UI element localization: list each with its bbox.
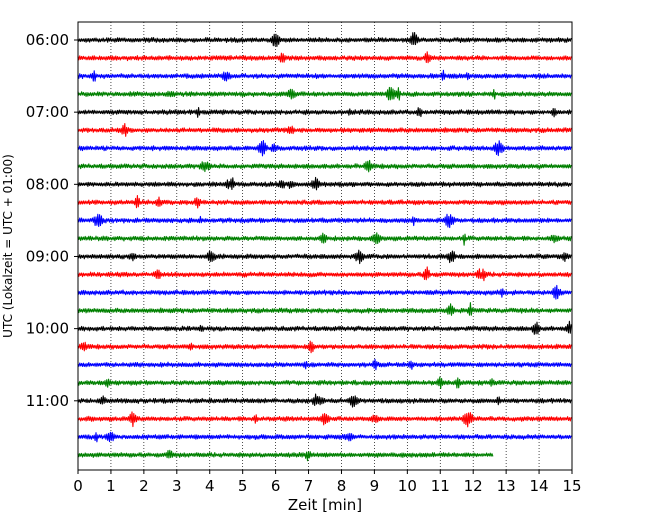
seismic-trace	[77, 159, 572, 173]
y-tick-label: 06:00	[26, 31, 69, 49]
seismic-trace	[77, 86, 572, 101]
seismic-trace	[77, 195, 572, 209]
x-tick-label: 1	[106, 477, 116, 495]
seismic-trace	[77, 320, 572, 335]
seismic-trace	[77, 213, 572, 229]
y-tick-label: 08:00	[26, 175, 69, 193]
x-axis-ticks: 0 1 2 3 4 5 6 7 8 9 10 11 12 13 14 15	[73, 470, 582, 495]
plot-frame	[77, 21, 573, 471]
y-axis-ticks: 06:00 07:00 08:00 09:00 10:00 11:00	[26, 31, 78, 410]
x-tick-label: 15	[562, 477, 581, 495]
y-tick-label: 10:00	[26, 320, 69, 338]
x-tick-label: 8	[337, 477, 347, 495]
seismic-trace	[77, 431, 572, 443]
seismic-trace	[77, 411, 572, 428]
seismic-trace	[77, 176, 572, 191]
seismic-trace	[77, 376, 572, 390]
y-axis-title: UTC (Lokalzeit = UTC + 01:00)	[1, 154, 15, 338]
seismic-traces	[77, 31, 572, 462]
y-tick-label: 09:00	[26, 247, 69, 265]
seismic-trace	[77, 340, 572, 354]
seismic-trace	[77, 31, 572, 48]
seismic-trace	[77, 358, 572, 371]
seismic-trace	[77, 284, 572, 300]
x-tick-label: 11	[431, 477, 450, 495]
x-tick-label: 7	[304, 477, 314, 495]
x-tick-label: 10	[398, 477, 417, 495]
x-tick-label: 13	[497, 477, 516, 495]
plot-area	[78, 22, 572, 470]
x-axis-title: Zeit [min]	[288, 496, 362, 514]
x-tick-label: 2	[139, 477, 149, 495]
seismic-trace	[77, 266, 572, 282]
y-tick-label: 07:00	[26, 103, 69, 121]
seismic-trace	[77, 140, 572, 157]
seismic-trace	[77, 51, 572, 64]
seismic-trace	[77, 123, 572, 137]
x-tick-label: 9	[370, 477, 380, 495]
x-tick-label: 4	[205, 477, 215, 495]
x-tick-label: 14	[530, 477, 549, 495]
seismic-trace	[77, 393, 572, 408]
x-tick-label: 3	[172, 477, 182, 495]
seismic-trace	[77, 302, 572, 316]
x-tick-label: 0	[73, 477, 83, 495]
seismic-trace	[77, 107, 572, 118]
y-tick-label: 11:00	[26, 392, 69, 410]
seismic-trace	[77, 69, 572, 82]
x-tick-label: 12	[464, 477, 483, 495]
x-tick-label: 6	[271, 477, 281, 495]
seismic-trace	[77, 232, 572, 246]
x-tick-label: 5	[238, 477, 248, 495]
seismic-trace	[77, 449, 494, 462]
seismic-trace	[77, 249, 572, 265]
